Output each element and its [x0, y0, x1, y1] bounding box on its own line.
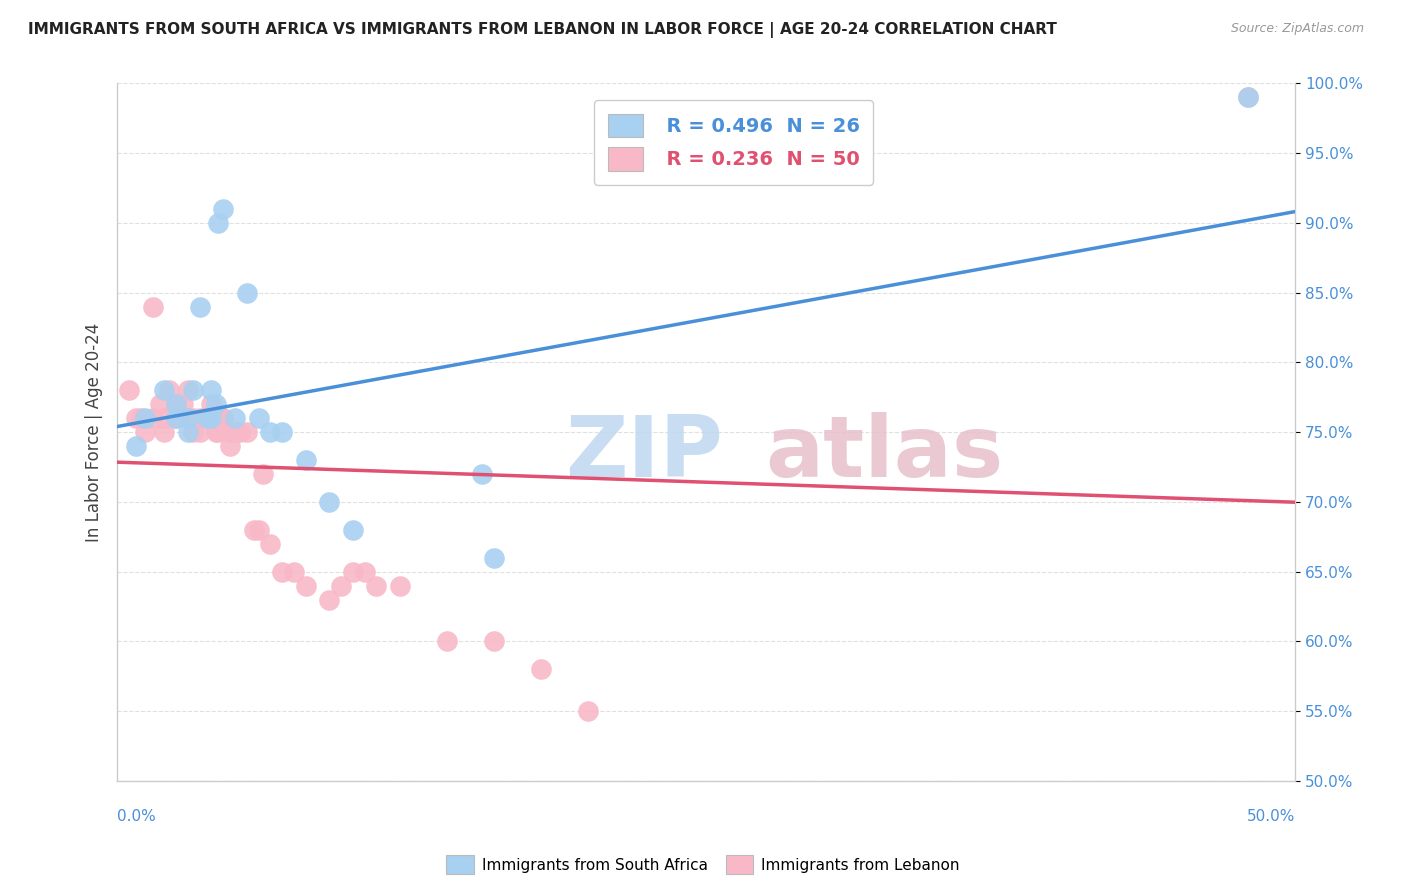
Point — [471, 467, 494, 481]
Point — [125, 439, 148, 453]
Point — [353, 565, 375, 579]
Point — [1237, 90, 1260, 104]
Point — [212, 411, 235, 425]
Point — [134, 425, 156, 440]
Point — [482, 550, 505, 565]
Text: 0.0%: 0.0% — [117, 809, 156, 824]
Point — [252, 467, 274, 481]
Point — [247, 523, 270, 537]
Point — [141, 300, 163, 314]
Point — [188, 300, 211, 314]
Point — [243, 523, 266, 537]
Point — [153, 425, 176, 440]
Point — [236, 425, 259, 440]
Point — [125, 411, 148, 425]
Point — [482, 634, 505, 648]
Point — [236, 285, 259, 300]
Point — [271, 565, 294, 579]
Point — [318, 495, 340, 509]
Point — [195, 411, 218, 425]
Point — [247, 411, 270, 425]
Point — [200, 384, 222, 398]
Point — [200, 411, 222, 425]
Point — [1237, 90, 1260, 104]
Point — [294, 579, 316, 593]
Point — [207, 425, 229, 440]
Point — [228, 425, 250, 440]
Point — [165, 411, 187, 425]
Point — [153, 411, 176, 425]
Y-axis label: In Labor Force | Age 20-24: In Labor Force | Age 20-24 — [86, 323, 103, 541]
Point — [318, 592, 340, 607]
Point — [181, 411, 204, 425]
Point — [283, 565, 305, 579]
Point — [436, 634, 458, 648]
Point — [342, 523, 364, 537]
Point — [219, 439, 242, 453]
Point — [212, 411, 235, 425]
Point — [177, 411, 200, 425]
Point — [366, 579, 388, 593]
Point — [177, 384, 200, 398]
Point — [118, 384, 141, 398]
Point — [294, 453, 316, 467]
Point — [165, 411, 187, 425]
Point — [181, 425, 204, 440]
Point — [271, 425, 294, 440]
Point — [188, 411, 211, 425]
Text: ZIP: ZIP — [565, 411, 723, 495]
Point — [172, 397, 194, 411]
Legend:   R = 0.496  N = 26,   R = 0.236  N = 50: R = 0.496 N = 26, R = 0.236 N = 50 — [595, 100, 873, 185]
Text: atlas: atlas — [765, 411, 1004, 495]
Point — [181, 384, 204, 398]
Point — [259, 537, 281, 551]
Point — [342, 565, 364, 579]
Point — [205, 425, 228, 440]
Point — [149, 397, 172, 411]
Point — [200, 397, 222, 411]
Point — [141, 411, 163, 425]
Text: 50.0%: 50.0% — [1247, 809, 1295, 824]
Point — [530, 662, 553, 676]
Point — [259, 425, 281, 440]
Text: Source: ZipAtlas.com: Source: ZipAtlas.com — [1230, 22, 1364, 36]
Point — [388, 579, 411, 593]
Point — [195, 411, 218, 425]
Point — [576, 704, 599, 718]
Point — [129, 411, 152, 425]
Point — [153, 384, 176, 398]
Point — [134, 411, 156, 425]
Point — [212, 202, 235, 216]
Point — [205, 397, 228, 411]
Point — [188, 425, 211, 440]
Point — [157, 384, 180, 398]
Point — [330, 579, 353, 593]
Text: IMMIGRANTS FROM SOUTH AFRICA VS IMMIGRANTS FROM LEBANON IN LABOR FORCE | AGE 20-: IMMIGRANTS FROM SOUTH AFRICA VS IMMIGRAN… — [28, 22, 1057, 38]
Point — [219, 425, 242, 440]
Point — [224, 411, 246, 425]
Point — [165, 397, 187, 411]
Legend: Immigrants from South Africa, Immigrants from Lebanon: Immigrants from South Africa, Immigrants… — [440, 849, 966, 880]
Point — [165, 397, 187, 411]
Point — [200, 411, 222, 425]
Point — [177, 411, 200, 425]
Point — [195, 411, 218, 425]
Point — [207, 216, 229, 230]
Point — [224, 425, 246, 440]
Point — [177, 425, 200, 440]
